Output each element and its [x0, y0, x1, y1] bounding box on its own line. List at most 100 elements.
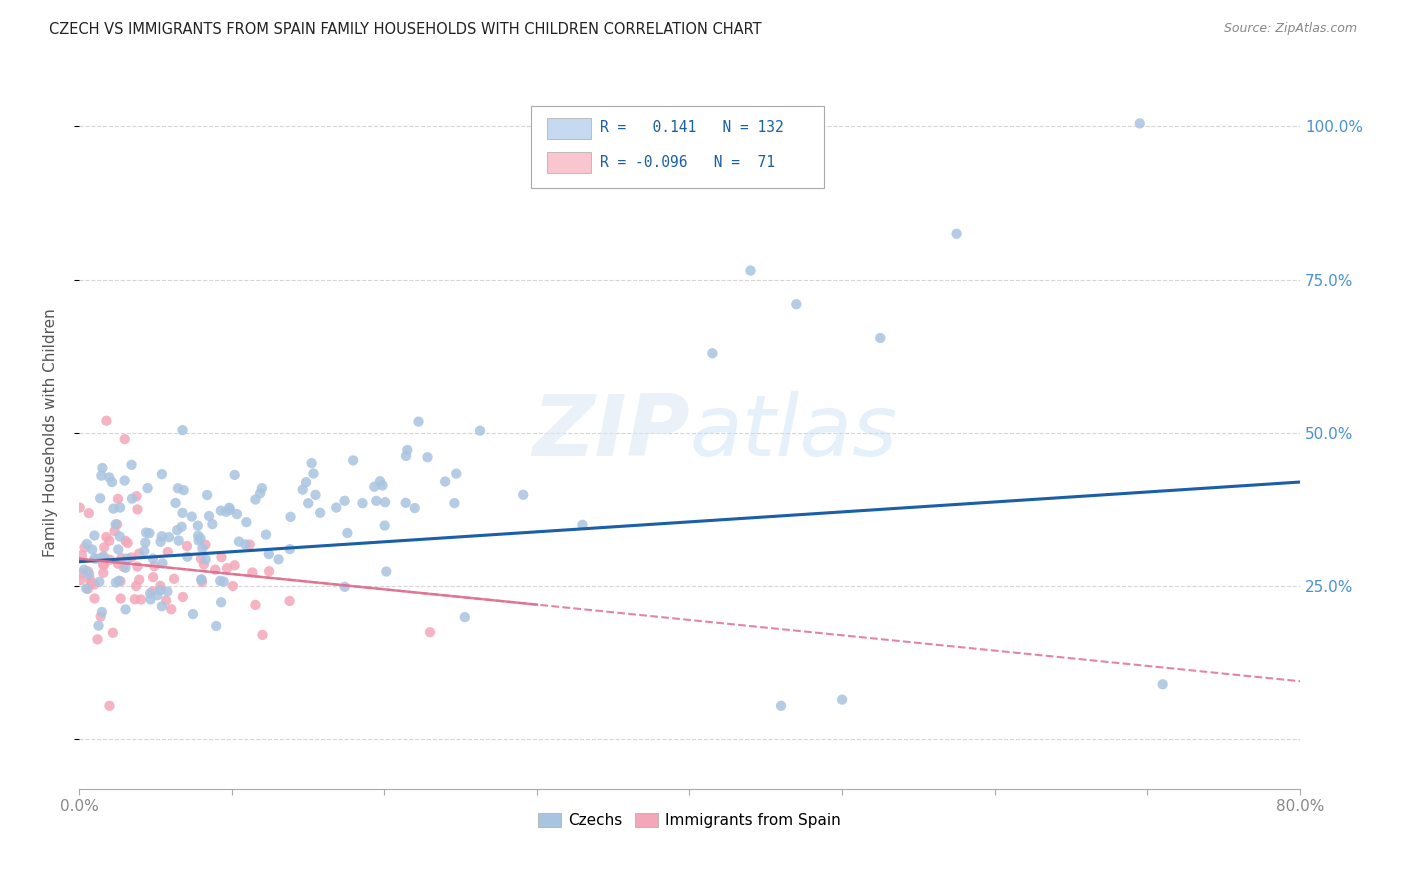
Point: [195, 488, 218, 502]
Point: [139, 592, 162, 607]
Point: [70, 566, 93, 581]
Point: [176, 539, 198, 553]
Point: [170, 520, 193, 534]
Point: [98, 470, 121, 484]
Point: [90, 468, 112, 483]
Point: [267, 552, 290, 566]
Text: atlas: atlas: [689, 392, 897, 475]
Point: [83, 591, 105, 606]
Point: [136, 481, 159, 495]
Point: [194, 538, 217, 552]
Point: [124, 592, 146, 607]
Point: [105, 517, 128, 532]
Point: [190, 551, 212, 566]
Point: [134, 535, 156, 549]
Point: [222, 579, 245, 593]
Point: [209, 503, 232, 517]
Point: [150, 599, 173, 614]
Point: [157, 530, 180, 544]
Point: [114, 602, 136, 616]
Point: [115, 551, 138, 566]
Point: [224, 558, 246, 573]
Point: [128, 573, 150, 587]
Point: [249, 486, 271, 500]
Point: [90, 605, 112, 619]
Point: [228, 534, 250, 549]
Point: [149, 579, 172, 593]
Point: [309, 506, 332, 520]
Point: [209, 595, 232, 609]
Point: [134, 544, 156, 558]
Point: [91, 566, 114, 580]
Point: [770, 698, 793, 713]
Point: [156, 545, 179, 559]
Point: [104, 517, 127, 532]
Point: [419, 625, 441, 640]
Point: [374, 518, 396, 533]
Point: [193, 558, 215, 572]
Point: [180, 509, 202, 524]
Point: [302, 467, 325, 481]
Point: [245, 492, 267, 507]
Point: [112, 559, 135, 574]
Point: [93, 549, 115, 564]
Point: [114, 533, 136, 548]
Point: [201, 517, 224, 532]
Point: [215, 505, 238, 519]
Point: [152, 556, 174, 570]
Point: [831, 692, 853, 706]
Point: [257, 564, 280, 578]
Text: R = -0.096   N =  71: R = -0.096 N = 71: [600, 154, 775, 169]
Point: [167, 533, 190, 548]
Point: [191, 541, 214, 556]
Point: [91, 461, 114, 475]
Point: [395, 496, 418, 510]
Point: [434, 475, 457, 489]
Point: [176, 549, 198, 564]
Point: [98, 698, 121, 713]
Point: [190, 532, 212, 546]
Point: [89, 491, 111, 506]
Point: [101, 475, 124, 490]
Y-axis label: Family Households with Children: Family Households with Children: [44, 309, 58, 558]
Point: [120, 550, 142, 565]
Point: [172, 423, 194, 437]
Text: ZIP: ZIP: [531, 392, 689, 475]
Point: [76, 537, 98, 551]
Point: [336, 526, 359, 541]
Point: [107, 557, 129, 571]
Point: [83, 528, 105, 542]
Point: [333, 580, 356, 594]
Point: [740, 263, 762, 277]
Point: [191, 574, 214, 589]
Point: [73, 541, 96, 555]
Point: [70, 548, 93, 562]
Point: [110, 551, 132, 566]
Point: [156, 584, 179, 599]
Point: [194, 552, 217, 566]
Point: [75, 582, 97, 596]
Point: [181, 607, 204, 621]
Point: [212, 574, 235, 589]
Point: [375, 565, 398, 579]
Point: [69, 573, 91, 587]
Point: [73, 563, 96, 577]
Point: [235, 515, 257, 529]
Point: [416, 450, 439, 465]
Point: [252, 628, 274, 642]
Point: [218, 500, 240, 515]
Point: [233, 537, 256, 551]
Point: [278, 542, 301, 557]
Point: [114, 561, 136, 575]
Point: [149, 534, 172, 549]
Point: [110, 591, 132, 606]
Point: [77, 567, 100, 582]
Point: [363, 480, 385, 494]
FancyBboxPatch shape: [530, 106, 824, 187]
Point: [250, 481, 273, 495]
Point: [104, 575, 127, 590]
Point: [291, 483, 314, 497]
Point: [280, 509, 302, 524]
Point: [190, 573, 212, 587]
Text: Source: ZipAtlas.com: Source: ZipAtlas.com: [1223, 22, 1357, 36]
